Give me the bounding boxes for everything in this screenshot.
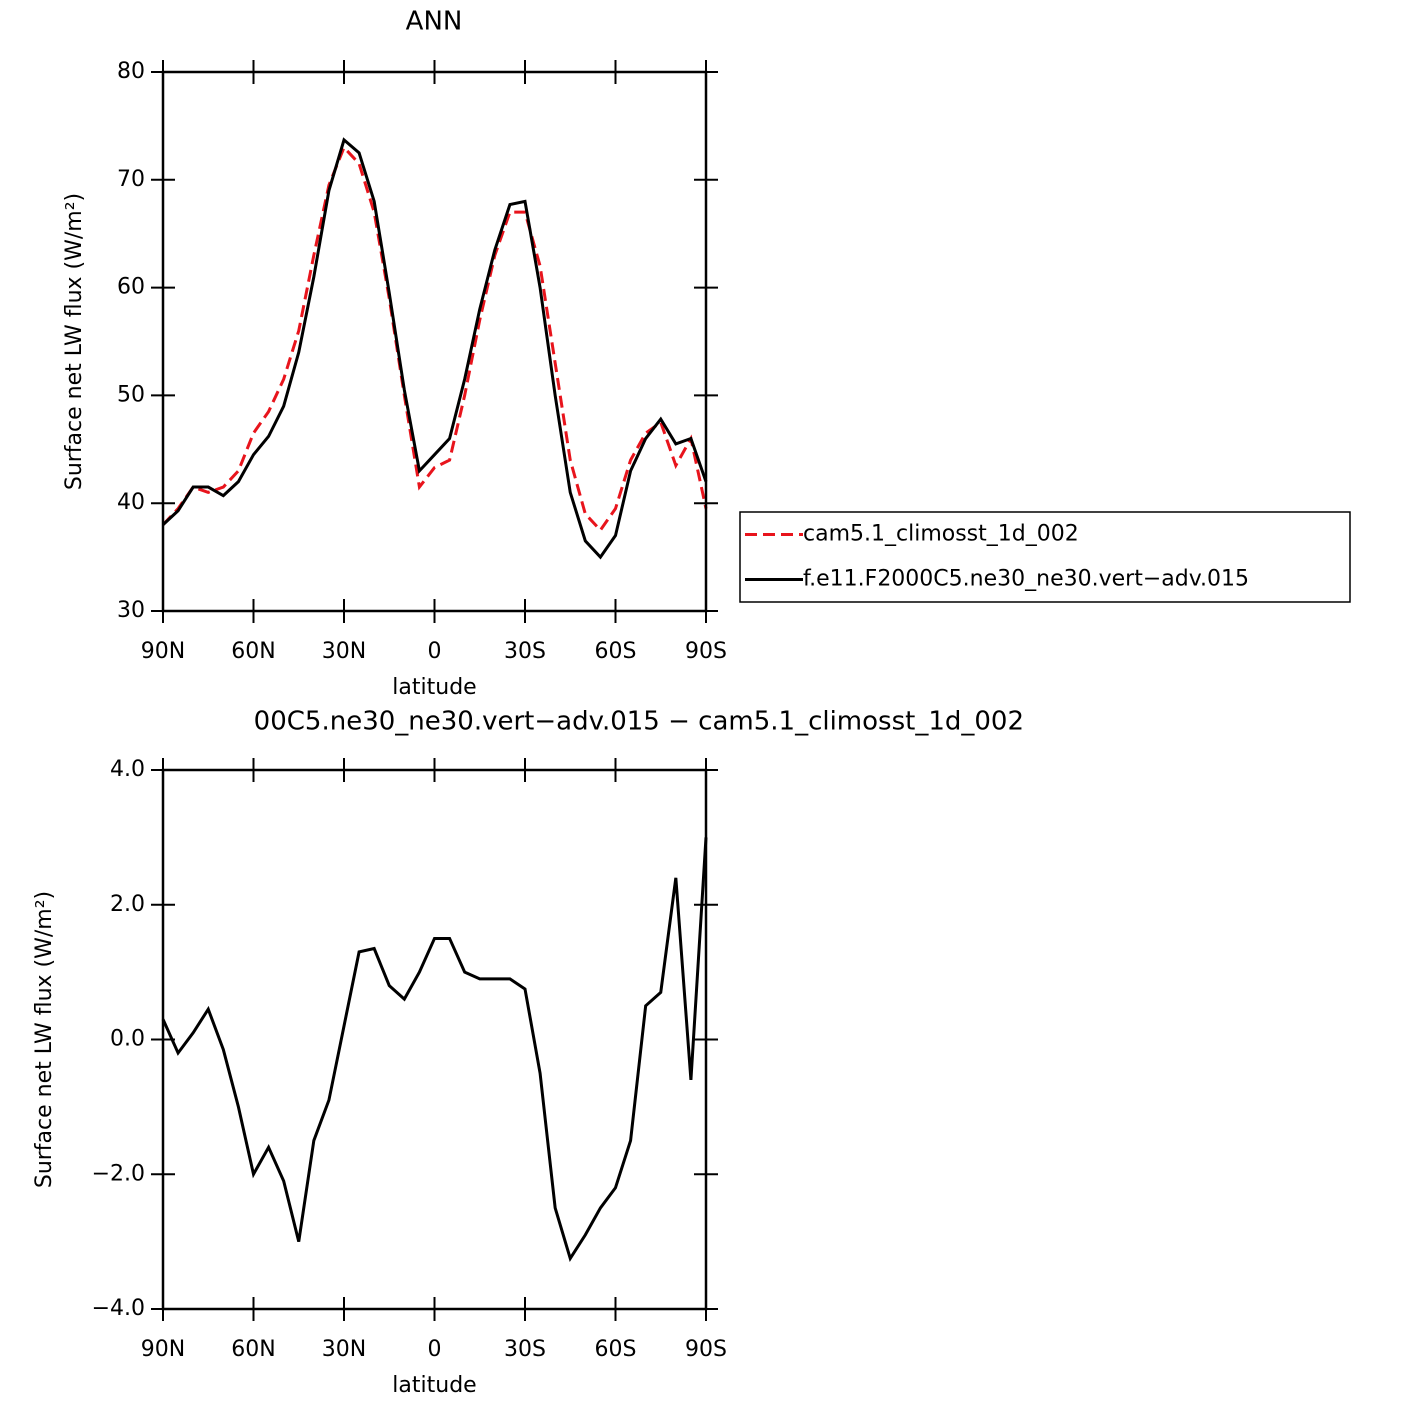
y-tick-label: 70: [117, 167, 145, 192]
data-line: [161, 144, 708, 533]
x-tick-label: 60N: [231, 1337, 275, 1362]
y-axis-label: Surface net LW flux (W/m²): [62, 193, 87, 490]
x-tick-label: 90N: [141, 1337, 185, 1362]
y-tick-label: 50: [117, 382, 145, 407]
x-tick-label: 30S: [504, 639, 546, 664]
x-tick-label: 0: [428, 639, 442, 664]
data-line: [161, 137, 708, 560]
y-tick-label: 80: [117, 59, 145, 84]
legend-label: cam5.1_climosst_1d_002: [803, 522, 1079, 547]
chart-title: 00C5.ne30_ne30.vert−adv.015 − cam5.1_cli…: [254, 707, 1024, 737]
x-tick-label: 90N: [141, 639, 185, 664]
x-tick-label: 30S: [504, 1337, 546, 1362]
plot-frame: [161, 70, 708, 613]
x-tick-label: 90S: [685, 639, 727, 664]
legend-label: f.e11.F2000C5.ne30_ne30.vert−adv.015: [803, 567, 1249, 592]
y-tick-label: 30: [117, 598, 145, 623]
x-tick-label: 0: [428, 1337, 442, 1362]
x-tick-label: 30N: [322, 639, 366, 664]
plot-frame: [161, 768, 708, 1311]
y-axis-label: Surface net LW flux (W/m²): [32, 891, 57, 1188]
legend-box: [739, 511, 1351, 603]
y-tick-label: −2.0: [92, 1161, 145, 1186]
x-tick-label: 30N: [322, 1337, 366, 1362]
x-tick-label: 60S: [595, 1337, 637, 1362]
y-tick-label: 2.0: [110, 892, 145, 917]
x-tick-label: 90S: [685, 1337, 727, 1362]
chart-title: ANN: [406, 7, 463, 37]
x-axis-label: latitude: [392, 1373, 476, 1398]
x-tick-label: 60S: [595, 639, 637, 664]
x-tick-label: 60N: [231, 639, 275, 664]
y-tick-label: 4.0: [110, 757, 145, 782]
y-tick-label: −4.0: [92, 1296, 145, 1321]
y-tick-label: 0.0: [110, 1027, 145, 1052]
y-tick-label: 60: [117, 275, 145, 300]
y-tick-label: 40: [117, 490, 145, 515]
x-axis-label: latitude: [392, 675, 476, 700]
data-line: [161, 837, 708, 1263]
